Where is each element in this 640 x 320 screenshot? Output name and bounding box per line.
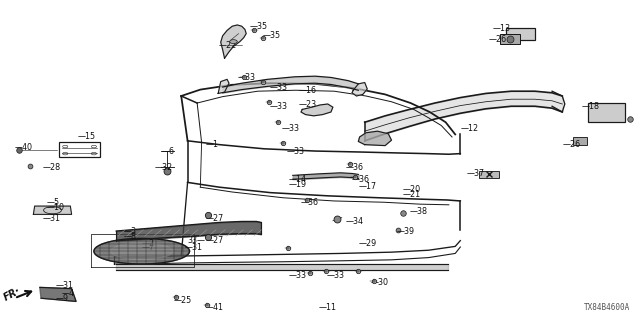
Text: —32: —32 — [154, 163, 173, 172]
Polygon shape — [111, 243, 173, 260]
Text: —35: —35 — [263, 31, 281, 40]
Text: —1: —1 — [205, 140, 218, 149]
Bar — [506, 28, 535, 40]
Text: —29: —29 — [358, 239, 376, 248]
Text: —31: —31 — [42, 214, 60, 223]
Text: TX84B4600A: TX84B4600A — [584, 303, 630, 312]
Polygon shape — [40, 287, 76, 301]
Text: —39: —39 — [397, 227, 415, 236]
Text: —36: —36 — [301, 198, 319, 207]
Text: —36: —36 — [352, 175, 370, 184]
Polygon shape — [301, 104, 333, 116]
Text: —33: —33 — [237, 73, 255, 82]
Text: —23: —23 — [299, 100, 317, 109]
Text: —14: —14 — [288, 175, 307, 184]
Text: —9: —9 — [56, 294, 69, 303]
Text: —31: —31 — [56, 281, 74, 290]
Polygon shape — [358, 131, 392, 146]
Polygon shape — [33, 206, 72, 214]
Polygon shape — [218, 79, 229, 93]
Text: —38: —38 — [410, 207, 428, 216]
Bar — [588, 103, 625, 122]
Text: —15: —15 — [78, 132, 96, 141]
Text: —31: —31 — [184, 244, 202, 252]
Text: —33: —33 — [286, 147, 305, 156]
Text: —33: —33 — [326, 271, 344, 280]
Bar — [59, 142, 100, 157]
Text: —20: —20 — [403, 185, 421, 194]
Text: —13: —13 — [492, 24, 510, 33]
Text: —27: —27 — [205, 214, 223, 223]
Text: —4: —4 — [61, 289, 74, 298]
Text: —28: —28 — [42, 163, 60, 172]
Text: —34: —34 — [346, 217, 364, 226]
Text: —11: —11 — [318, 303, 336, 312]
Text: —17: —17 — [358, 182, 376, 191]
Text: 33—: 33— — [188, 236, 205, 245]
Text: —40: —40 — [14, 143, 32, 152]
Text: —26: —26 — [563, 140, 580, 149]
Text: FR·: FR· — [2, 286, 22, 303]
Text: —6: —6 — [162, 147, 175, 156]
Text: —18: —18 — [581, 102, 600, 111]
Text: —30: —30 — [371, 278, 389, 287]
Bar — [479, 171, 499, 178]
Circle shape — [230, 40, 237, 44]
Text: —36: —36 — [346, 163, 364, 172]
Polygon shape — [352, 83, 367, 96]
Text: —41: —41 — [205, 303, 223, 312]
Text: —22: —22 — [218, 41, 236, 50]
Text: —26: —26 — [488, 35, 506, 44]
Bar — [573, 137, 587, 145]
Text: —35: —35 — [250, 22, 268, 31]
Text: —33: —33 — [269, 102, 287, 111]
Text: —37: —37 — [467, 169, 485, 178]
Text: —33: —33 — [269, 83, 287, 92]
Text: —33: —33 — [282, 124, 300, 133]
Text: —19: —19 — [288, 180, 307, 188]
Text: —10: —10 — [46, 203, 64, 212]
Text: —25: —25 — [173, 296, 192, 305]
Polygon shape — [94, 238, 189, 264]
Text: —16: —16 — [299, 86, 317, 95]
Text: —8: —8 — [124, 232, 137, 241]
Text: —27: —27 — [205, 236, 223, 245]
Polygon shape — [221, 25, 246, 58]
Text: —12: —12 — [460, 124, 479, 133]
Text: —7: —7 — [141, 244, 155, 252]
Text: —2: —2 — [141, 239, 155, 248]
Text: —5: —5 — [46, 198, 60, 207]
Text: —33: —33 — [288, 271, 307, 280]
Bar — [500, 34, 520, 44]
Text: —3: —3 — [124, 227, 137, 236]
Text: —21: —21 — [403, 190, 421, 199]
